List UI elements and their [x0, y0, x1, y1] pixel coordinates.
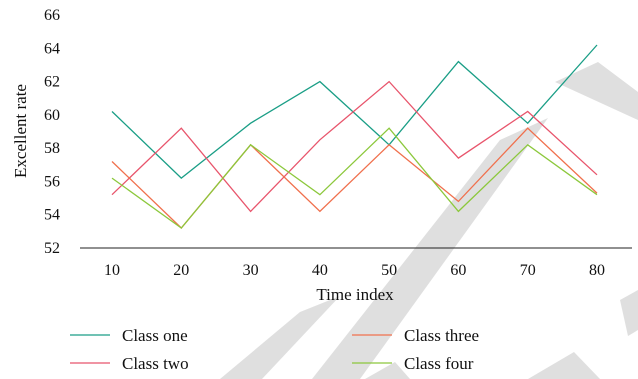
legend-item-class-one: Class one: [70, 326, 188, 345]
legend-item-class-three: Class three: [352, 326, 479, 345]
watermark-band: [555, 62, 638, 120]
x-tick-label: 80: [589, 262, 605, 279]
legend: Class one Class two Class three Class four: [70, 326, 479, 373]
series-lines: [111, 44, 598, 229]
x-tick-label: 50: [381, 262, 397, 279]
x-tick-label: 30: [243, 262, 259, 279]
legend-item-class-two: Class two: [70, 354, 189, 373]
y-tick-label: 60: [44, 107, 60, 124]
watermark-band: [528, 352, 600, 379]
x-tick-label: 40: [312, 262, 328, 279]
watermark-band: [365, 362, 410, 379]
legend-label: Class three: [404, 326, 479, 345]
y-tick-label: 56: [44, 173, 60, 190]
y-tick-label: 58: [44, 140, 60, 157]
y-tick-labels: 52 54 56 58 60 62 64 66: [44, 7, 60, 257]
legend-label: Class two: [122, 354, 189, 373]
series-line-class-one: [111, 44, 598, 179]
x-tick-labels: 10 20 30 40 50 60 70 80: [104, 262, 605, 279]
x-tick-label: 60: [450, 262, 466, 279]
legend-label: Class one: [122, 326, 188, 345]
y-tick-label: 52: [44, 240, 60, 257]
y-tick-label: 64: [44, 40, 60, 57]
x-tick-label: 20: [173, 262, 189, 279]
y-axis-label: Excellent rate: [11, 84, 30, 178]
series-line-class-two: [111, 80, 598, 213]
legend-item-class-four: Class four: [352, 354, 474, 373]
watermark-band: [220, 296, 340, 379]
x-tick-label: 10: [104, 262, 120, 279]
x-axis-label: Time index: [316, 285, 394, 304]
y-tick-label: 62: [44, 74, 60, 91]
legend-label: Class four: [404, 354, 474, 373]
y-tick-label: 54: [44, 207, 60, 224]
series-line-class-four: [111, 127, 598, 229]
watermark-band: [620, 290, 638, 336]
y-tick-label: 66: [44, 7, 60, 24]
x-tick-label: 70: [520, 262, 536, 279]
